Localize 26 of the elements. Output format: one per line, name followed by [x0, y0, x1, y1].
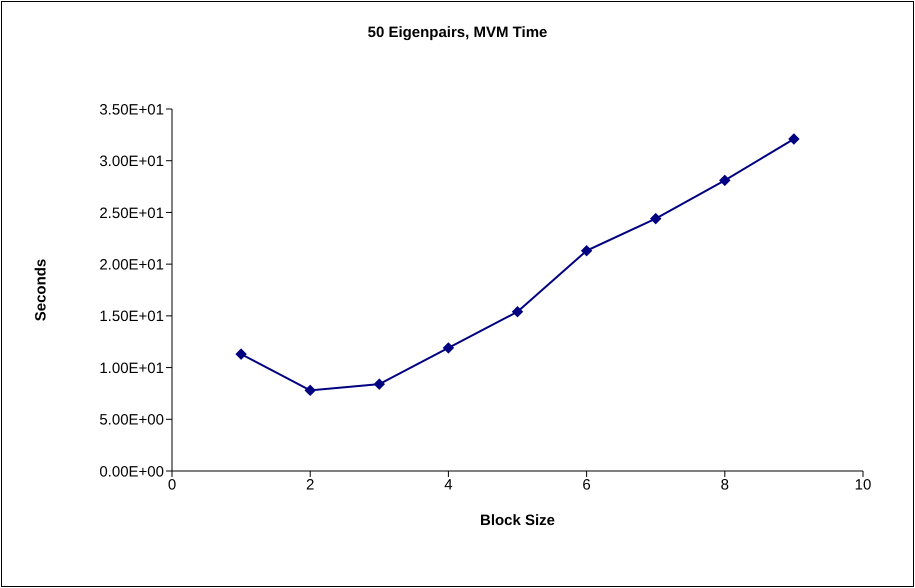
x-tick-label: 6: [582, 476, 591, 494]
y-tick-label: 0.00E+00: [99, 463, 164, 480]
x-tick-label: 2: [306, 476, 314, 494]
y-axis-title: Seconds: [32, 258, 50, 322]
y-tick-label: 5.00E+00: [99, 412, 164, 429]
y-tick-label: 1.50E+01: [99, 308, 164, 326]
y-tick-label: 2.00E+01: [99, 256, 164, 274]
x-tick-label: 4: [444, 476, 453, 494]
point: [512, 306, 523, 318]
point: [304, 384, 316, 396]
point: [236, 348, 247, 360]
point: [374, 378, 385, 390]
y-tick-label: 3.50E+01: [99, 101, 164, 118]
x-tick-label: 10: [854, 476, 872, 494]
y-tick-label: 3.00E+01: [99, 153, 164, 170]
point: [719, 174, 730, 186]
point: [650, 213, 662, 224]
x-tick-label: 8: [720, 476, 729, 494]
point: [788, 133, 800, 144]
x-tick-label: 0: [168, 476, 176, 494]
y-tick-label: 1.00E+01: [99, 360, 164, 377]
y-tick-label: 2.50E+01: [99, 204, 164, 222]
x-axis-title: Block Size: [480, 512, 556, 529]
point: [581, 245, 592, 256]
point: [442, 342, 454, 354]
chart-title: 50 Eigenpairs, MVM Time: [366, 24, 548, 41]
